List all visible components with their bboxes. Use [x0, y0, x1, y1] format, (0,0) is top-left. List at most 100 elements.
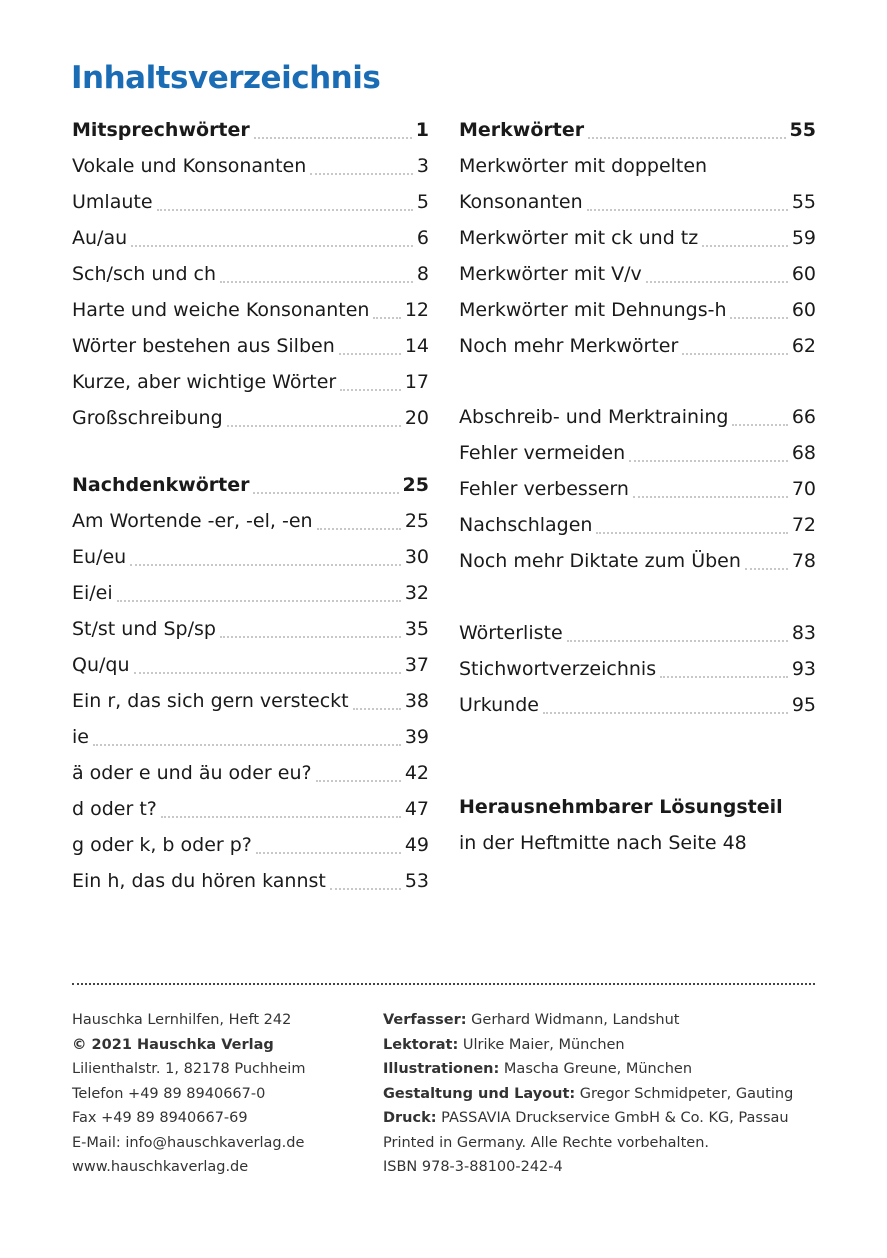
- dot-leader: [682, 353, 788, 355]
- entry-title: Großschreibung: [72, 407, 223, 429]
- toc-row: Ein r, das sich gern versteckt 38: [72, 683, 429, 719]
- footer-line: Illustrationen: Mascha Greune, München: [383, 1057, 793, 1082]
- entry-title: Ein r, das sich gern versteckt: [72, 690, 349, 712]
- page-number: 8: [416, 263, 429, 285]
- dot-leader: [131, 245, 413, 247]
- entry-title: Merkwörter mit doppelten: [459, 155, 708, 177]
- toc-row: Konsonanten 55: [459, 184, 816, 220]
- toc-row: Abschreib- und Merktraining 66: [459, 399, 816, 435]
- footer-right: Verfasser: Gerhard Widmann, Landshut Lekt…: [383, 1008, 793, 1180]
- toc-row: Am Wortende -er, -el, -en 25: [72, 503, 429, 539]
- entry-title: Wörterliste: [459, 622, 563, 644]
- separator: [72, 983, 815, 985]
- toc-row: Merkwörter mit Dehnungs-h 60: [459, 292, 816, 328]
- page-number: 83: [791, 622, 816, 644]
- page-number: 78: [791, 550, 816, 572]
- dot-leader: [744, 568, 788, 570]
- dot-leader: [316, 528, 401, 530]
- toc-row: Eu/eu 30: [72, 539, 429, 575]
- dot-leader: [730, 317, 788, 319]
- entry-title: Ein h, das du hören kannst: [72, 870, 326, 892]
- dot-leader: [373, 317, 401, 319]
- toc-group: Merkwörter 55 Merkwörter mit doppelten Kons…: [459, 112, 816, 364]
- page-number: 6: [416, 227, 429, 249]
- toc-group: Abschreib- und Merktraining 66 Fehler verm…: [459, 399, 816, 579]
- entry-title: Eu/eu: [72, 546, 127, 568]
- footer-label: Illustrationen:: [383, 1061, 500, 1077]
- dot-leader: [253, 492, 399, 494]
- page-number: 17: [404, 371, 429, 393]
- dot-leader: [133, 672, 401, 674]
- toc-row: ä oder e und äu oder eu? 42: [72, 755, 429, 791]
- dot-leader: [340, 389, 401, 391]
- page-number: 60: [791, 263, 816, 285]
- dot-leader: [130, 564, 401, 566]
- entry-title: ie: [72, 726, 89, 748]
- entry-title: St/st und Sp/sp: [72, 618, 216, 640]
- toc-row: Vokale und Konsonanten 3: [72, 148, 429, 184]
- footer-text: ISBN 978-3-88100-242-4: [383, 1159, 563, 1175]
- toc-row: Ein h, das du hören kannst 53: [72, 863, 429, 899]
- toc-row: Noch mehr Diktate zum Üben 78: [459, 543, 816, 579]
- dot-leader: [645, 281, 788, 283]
- footer-line: Printed in Germany. Alle Rechte vorbehal…: [383, 1131, 793, 1156]
- page-number: 42: [404, 762, 429, 784]
- dot-leader: [542, 712, 788, 714]
- dot-leader: [156, 209, 413, 211]
- entry-title: Noch mehr Merkwörter: [459, 335, 679, 357]
- footer-text: Printed in Germany. Alle Rechte vorbehal…: [383, 1134, 709, 1151]
- footer-label: Gestaltung und Layout:: [383, 1085, 576, 1102]
- dot-leader: [588, 137, 786, 139]
- toc-right: Merkwörter 55 Merkwörter mit doppelten Kons…: [459, 112, 816, 861]
- dot-leader: [629, 460, 788, 462]
- page-number: 47: [404, 798, 429, 820]
- toc-row: Umlaute 5: [72, 184, 429, 220]
- dot-leader: [329, 888, 401, 890]
- toc-row: Urkunde 95: [459, 687, 816, 723]
- page-number: 93: [791, 658, 816, 680]
- toc-row: Herausnehmbarer Lösungsteil: [459, 789, 816, 825]
- entry-title: Abschreib- und Merktraining: [459, 406, 729, 428]
- dot-leader: [226, 425, 401, 427]
- entry-title: Konsonanten: [459, 191, 583, 213]
- toc-row: St/st und Sp/sp 35: [72, 611, 429, 647]
- entry-title: Merkwörter mit Dehnungs-h: [459, 299, 727, 321]
- page-number: 53: [404, 870, 429, 892]
- entry-title: Au/au: [72, 227, 128, 249]
- dot-leader: [632, 496, 788, 498]
- toc-row: Au/au 6: [72, 220, 429, 256]
- toc-group: Herausnehmbarer Lösungsteil in der Heftmi…: [459, 789, 816, 861]
- page-number: 3: [416, 155, 429, 177]
- toc-row: Stichwortverzeichnis 93: [459, 651, 816, 687]
- footer-line: Verfasser: Gerhard Widmann, Landshut: [383, 1008, 793, 1033]
- entry-title: Mitsprechwörter: [72, 119, 250, 141]
- toc-row: Harte und weiche Konsonanten 12: [72, 292, 429, 328]
- page-number: 38: [404, 690, 429, 712]
- entry-title: in der Heftmitte nach Seite 48: [459, 832, 747, 854]
- entry-title: Urkunde: [459, 694, 539, 716]
- entry-title: Harte und weiche Konsonanten: [72, 299, 370, 321]
- page-number: 25: [402, 474, 429, 496]
- page-number: 25: [404, 510, 429, 532]
- toc-row: Fehler verbessern 70: [459, 471, 816, 507]
- footer-line: Lektorat: Ulrike Maier, München: [383, 1033, 793, 1058]
- dot-leader: [92, 744, 401, 746]
- entry-title: Merkwörter mit V/v: [459, 263, 642, 285]
- dot-leader: [660, 676, 788, 678]
- entry-title: Sch/sch und ch: [72, 263, 217, 285]
- entry-title: Stichwortverzeichnis: [459, 658, 657, 680]
- page-number: 32: [404, 582, 429, 604]
- footer-line: Telefon +49 89 8940667-0: [72, 1085, 266, 1102]
- footer-line: Gestaltung und Layout: Gregor Schmidpete…: [383, 1082, 793, 1107]
- dot-leader: [338, 353, 401, 355]
- footer-line: © 2021 Hauschka Verlag: [72, 1036, 274, 1053]
- footer-line: ISBN 978-3-88100-242-4: [383, 1155, 793, 1180]
- toc-row: Noch mehr Merkwörter 62: [459, 328, 816, 364]
- footer-label: Lektorat:: [383, 1036, 459, 1053]
- dot-leader: [160, 816, 401, 818]
- entry-title: Noch mehr Diktate zum Üben: [459, 550, 741, 572]
- toc-row: Wörterliste 83: [459, 615, 816, 651]
- toc-row: Sch/sch und ch 8: [72, 256, 429, 292]
- toc-row: Nachdenkwörter 25: [72, 467, 429, 503]
